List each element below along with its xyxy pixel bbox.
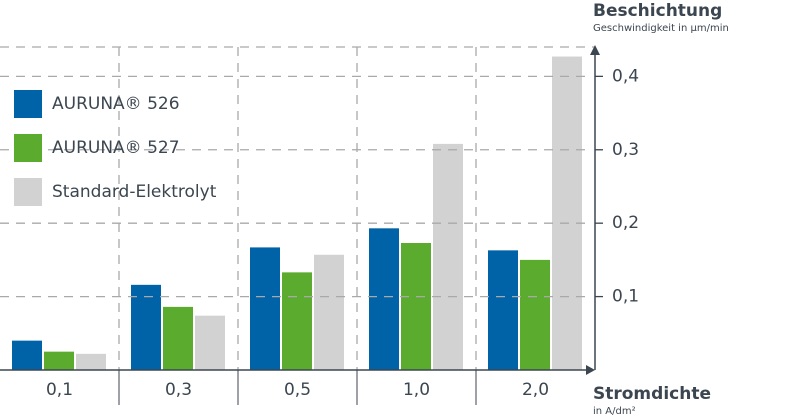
- y-axis-arrow: [590, 45, 600, 55]
- x-axis-title: Stromdichte: [593, 384, 711, 404]
- legend-label: AURUNA® 527: [52, 138, 180, 158]
- bar: [314, 254, 344, 370]
- x-axis-arrow: [586, 365, 595, 375]
- legend-label: Standard-Elektrolyt: [52, 182, 217, 202]
- bar: [520, 259, 550, 370]
- bar: [433, 143, 463, 370]
- bar: [12, 340, 42, 370]
- y-axis-unit: Geschwindigkeit in µm/min: [593, 23, 729, 34]
- x-tick-label: 0,5: [284, 380, 311, 400]
- legend-swatch: [14, 178, 42, 206]
- x-axis-unit: in A/dm²: [593, 406, 636, 417]
- bar: [250, 247, 280, 370]
- y-tick-label: 0,1: [612, 287, 639, 307]
- x-tick-label: 0,3: [165, 380, 192, 400]
- y-axis-title: Beschichtung: [593, 1, 722, 21]
- x-tick-label: 2,0: [522, 380, 549, 400]
- x-tick-label: 0,1: [46, 380, 73, 400]
- legend-label: AURUNA® 526: [52, 94, 180, 114]
- bar: [488, 250, 518, 370]
- bar: [76, 353, 106, 370]
- bar: [369, 228, 399, 370]
- y-tick-label: 0,4: [612, 66, 639, 86]
- bar: [401, 243, 431, 370]
- x-tick-label: 1,0: [403, 380, 430, 400]
- bar: [131, 284, 161, 370]
- y-tick-label: 0,2: [612, 213, 639, 233]
- bar: [195, 315, 225, 370]
- legend-swatch: [14, 90, 42, 118]
- legend-swatch: [14, 134, 42, 162]
- bar: [163, 306, 193, 370]
- bar: [44, 351, 74, 370]
- bar: [282, 272, 312, 370]
- bar: [552, 56, 582, 370]
- y-tick-label: 0,3: [612, 140, 639, 160]
